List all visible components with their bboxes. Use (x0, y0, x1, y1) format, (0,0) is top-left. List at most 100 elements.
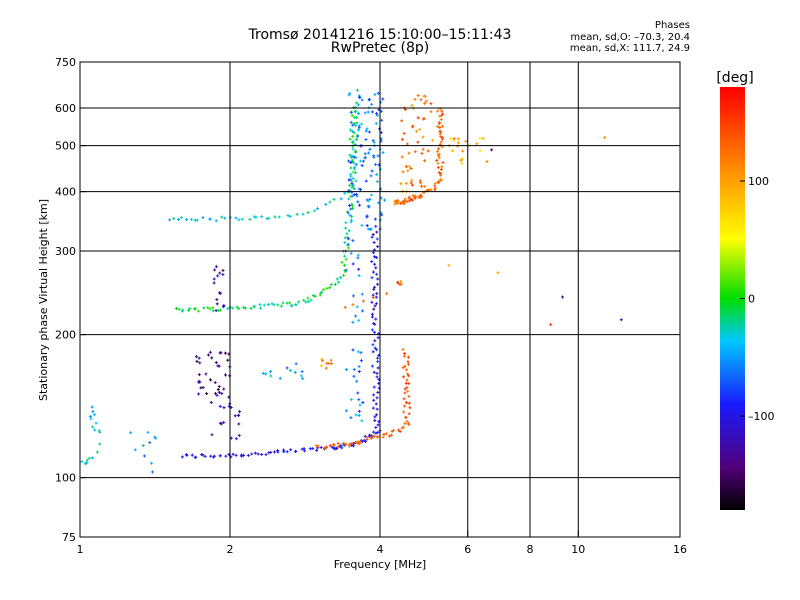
trace-point (406, 389, 410, 393)
cluster-point (403, 108, 407, 112)
trace-point (252, 305, 256, 309)
colorbar-label: [deg] (716, 70, 753, 86)
trace-point (385, 292, 389, 296)
cluster-point (375, 172, 379, 176)
cluster-point (407, 151, 411, 155)
cluster-point (359, 359, 363, 363)
trace-point (354, 440, 358, 444)
trace-point (85, 458, 89, 462)
trace-point (370, 300, 374, 304)
cluster-point (418, 179, 422, 183)
isolated-point (447, 263, 451, 267)
trace-point (92, 413, 96, 417)
trace-point (304, 300, 308, 304)
trace-point (403, 351, 407, 355)
trace-point (91, 410, 95, 414)
trace-point (401, 347, 405, 351)
cluster-point (214, 391, 218, 395)
trace-point (376, 366, 380, 370)
cluster-point (420, 151, 424, 155)
trace-point (370, 235, 374, 239)
cluster-point (222, 304, 226, 308)
trace-point (371, 232, 375, 236)
cluster-point (194, 355, 198, 359)
trace-point (372, 285, 376, 289)
trace-point (438, 129, 442, 133)
trace-point (436, 109, 440, 113)
trace-point (370, 328, 374, 332)
cluster-point (361, 159, 365, 163)
cluster-point (376, 114, 380, 118)
trace-point (324, 445, 328, 449)
cluster-point (209, 400, 213, 404)
trace-point (375, 237, 379, 241)
cluster-point (349, 251, 353, 255)
trace-point (264, 453, 268, 457)
cluster-point (380, 118, 384, 122)
trace-point (349, 166, 353, 170)
cluster-point (364, 137, 368, 141)
trace-point (345, 232, 349, 236)
cluster-point (213, 381, 217, 385)
cluster-point (346, 236, 350, 240)
trace-point (372, 287, 376, 291)
cluster-point (195, 359, 199, 363)
trace-point (407, 421, 411, 425)
cluster-point (206, 353, 210, 357)
trace-point (254, 215, 258, 219)
trace-point (300, 447, 304, 451)
trace-point (350, 158, 354, 162)
trace-point (194, 455, 198, 459)
trace-point (375, 292, 379, 296)
cluster-point (456, 137, 460, 141)
cluster-point (214, 265, 218, 269)
trace-point (436, 166, 440, 170)
trace-point (340, 260, 344, 264)
cluster-point (431, 138, 435, 142)
trace-point (375, 272, 379, 276)
trace-point (439, 167, 443, 171)
cluster-point (148, 441, 152, 445)
cluster-point (351, 239, 355, 243)
cluster-point (416, 140, 420, 144)
chart-subtitle: RwPretec (8p) (330, 40, 430, 56)
trace-point (85, 461, 89, 465)
trace-point (231, 306, 235, 310)
trace-point (348, 128, 352, 132)
trace-point (402, 410, 406, 414)
cluster-point (238, 410, 242, 414)
cluster-point (360, 122, 364, 126)
trace-point (328, 444, 332, 448)
cluster-point (210, 433, 214, 437)
cluster-point (356, 200, 360, 204)
trace-point (356, 103, 360, 107)
trace-point (374, 317, 378, 321)
cluster-point (360, 98, 364, 102)
trace-point (372, 241, 376, 245)
trace-point (438, 120, 442, 124)
x-tick-label: 6 (464, 543, 471, 556)
trace-point (336, 442, 340, 446)
trace-point (272, 450, 276, 454)
cluster-point (416, 94, 420, 98)
trace-point (439, 117, 443, 121)
trace-point (404, 381, 408, 385)
cluster-point (374, 121, 378, 125)
trace-point (250, 452, 254, 456)
trace-point (353, 116, 357, 120)
cluster-point (217, 291, 221, 295)
trace-point (262, 303, 266, 307)
trace-point (381, 435, 385, 439)
trace-point (354, 150, 358, 154)
cluster-point (366, 199, 370, 203)
trace-point (208, 307, 212, 311)
trace-point (237, 218, 241, 222)
cluster-point (406, 169, 410, 173)
trace-point (405, 385, 409, 389)
cluster-point (357, 128, 361, 132)
colorbar-tick-label: 0 (748, 293, 755, 306)
cluster-point (404, 165, 408, 169)
cluster-point (350, 194, 354, 198)
trace-point (439, 140, 443, 144)
trace-point (372, 393, 376, 397)
